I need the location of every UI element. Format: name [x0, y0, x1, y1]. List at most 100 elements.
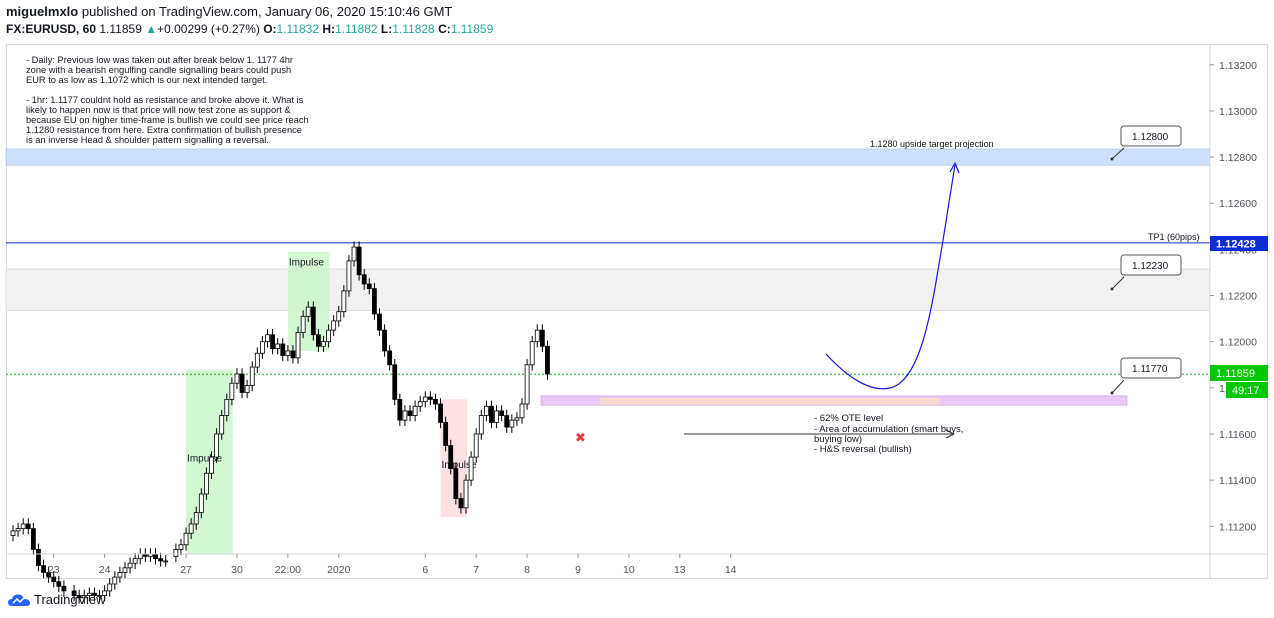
candle [20, 523, 26, 530]
tradingview-logo[interactable]: TradingView [8, 592, 106, 607]
candle [178, 544, 184, 550]
candle [295, 332, 301, 359]
x-tick-label: 14 [725, 564, 737, 576]
candle [305, 306, 311, 317]
candle [86, 592, 92, 596]
candle [300, 315, 306, 333]
candle [229, 382, 235, 400]
x-tick-label: 10 [623, 564, 635, 576]
candle [107, 583, 113, 592]
x-tick-label: 27 [180, 564, 192, 576]
candle [132, 558, 138, 564]
hs-label: - H&S reversal (bullish) [814, 444, 912, 455]
low-value: 1.11828 [392, 22, 435, 36]
callout-1-text: 1.12800 [1132, 132, 1169, 143]
analysis-notes: - Daily: Previous low was taken out afte… [26, 55, 311, 155]
x-tick-label: 13 [674, 564, 686, 576]
candle [504, 415, 510, 428]
callout-2-text: 1.12230 [1132, 261, 1169, 272]
candle [254, 352, 260, 368]
callout-2[interactable]: 1.12230 [1110, 254, 1182, 291]
candle [545, 345, 550, 375]
open-label: O: [263, 22, 277, 36]
tp1-price-tag [1210, 236, 1268, 251]
x-tick-label: 23 [48, 564, 60, 576]
brand-name: TradingView [34, 592, 106, 607]
hourly-note: - 1hr: 1.1177 couldnt hold as resistance… [26, 95, 309, 145]
candle [371, 288, 377, 315]
candle [336, 311, 342, 322]
candle [97, 595, 102, 597]
candle [41, 565, 46, 573]
candle [188, 523, 194, 534]
candle [412, 405, 418, 416]
candle [407, 410, 413, 416]
candle [387, 350, 393, 366]
publish-info: miguelmxlo published on TradingView.com,… [6, 4, 452, 19]
candle [290, 350, 296, 359]
accumulation-label: - Area of accumulation (smart buys, [814, 424, 963, 435]
x-tick-label: 6 [422, 564, 428, 576]
candle [382, 329, 387, 352]
candle [397, 398, 403, 421]
symbol-title[interactable]: FX:EURUSD, 60 [6, 22, 97, 36]
daily-note: - Daily: Previous low was taken out afte… [26, 55, 293, 85]
candle [377, 313, 382, 331]
candle [270, 334, 275, 350]
close-x-icon: ✖ [575, 430, 586, 445]
candle [463, 479, 469, 509]
y-axis[interactable]: 1.132001.130001.128001.126001.124001.122… [1210, 60, 1257, 534]
x-axis[interactable]: 23 24 27 30 22:00 2020 6 7 8 9 10 13 14 [48, 554, 737, 576]
candle [427, 396, 433, 400]
candle [509, 419, 515, 428]
author-name[interactable]: miguelmxlo [6, 4, 79, 19]
accumulation-label-2: buying low) [814, 434, 862, 445]
candle [433, 398, 438, 405]
candle [275, 343, 281, 350]
candle [529, 341, 535, 366]
y-tick-label: 1.11200 [1219, 521, 1256, 533]
candle [36, 548, 41, 566]
candle [234, 373, 240, 384]
x-tick-label: 30 [231, 564, 243, 576]
candle [539, 329, 545, 347]
published-text: published on TradingView.com, January 06… [81, 4, 453, 19]
candle [158, 558, 164, 562]
candle [448, 445, 454, 470]
resistance-zone-gray[interactable] [5, 268, 1211, 311]
high-value: 1.11882 [335, 22, 378, 36]
candle [117, 572, 123, 578]
candle [92, 592, 97, 596]
candle [519, 403, 525, 419]
candle [417, 401, 423, 407]
candle [326, 329, 331, 343]
last-price: 1.11859 [99, 22, 142, 36]
tp1-label: TP1 (60pips) [1148, 232, 1200, 242]
candle [10, 530, 16, 536]
candle [183, 532, 189, 546]
candle [51, 576, 57, 583]
projection-curve[interactable] [825, 164, 956, 390]
candle [244, 385, 250, 393]
symbol-legend: FX:EURUSD, 60 1.11859 ▲+0.00299 (+0.27%)… [6, 22, 493, 36]
candle [15, 528, 21, 532]
y-tick-label: 1.12200 [1219, 291, 1257, 303]
candle [122, 567, 128, 573]
candle [112, 576, 118, 585]
last-price-tag-text: 1.11859 [1216, 368, 1255, 380]
candle [478, 415, 484, 435]
y-tick-label: 1.11400 [1219, 475, 1256, 487]
callout-1[interactable]: 1.12800 [1110, 125, 1182, 161]
candle [209, 456, 214, 474]
candle [249, 366, 255, 386]
close-value: 1.11859 [450, 22, 494, 36]
candle [438, 403, 443, 423]
candle [534, 329, 540, 343]
candle [56, 581, 62, 587]
candle [198, 493, 204, 513]
candle [443, 422, 449, 446]
candles [10, 241, 550, 604]
cloud-icon [8, 594, 30, 606]
callout-3[interactable]: 1.11770 [1110, 357, 1182, 395]
